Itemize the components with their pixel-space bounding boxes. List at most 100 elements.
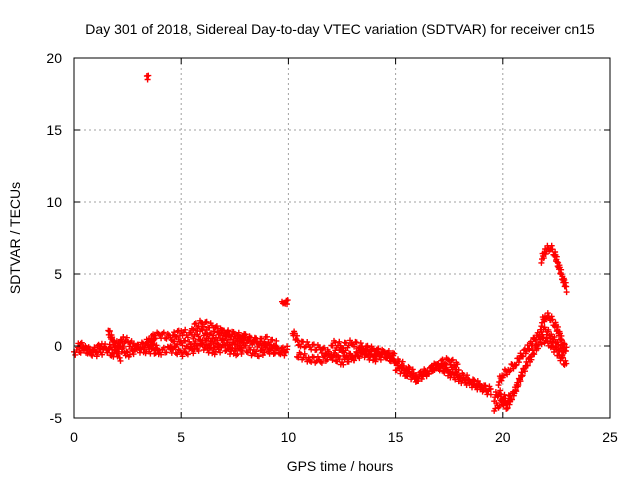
data-point <box>505 392 512 399</box>
data-point <box>472 383 479 390</box>
data-point <box>321 344 328 351</box>
data-point <box>535 345 541 352</box>
data-point <box>106 327 113 334</box>
data-point <box>242 342 249 349</box>
data-point <box>452 376 459 383</box>
data-point <box>281 352 288 359</box>
data-point <box>215 328 222 335</box>
data-point <box>195 323 202 330</box>
data-point <box>529 341 536 347</box>
data-point <box>482 382 489 389</box>
grid-lines <box>74 58 610 418</box>
x-tick-label: 15 <box>388 429 404 445</box>
data-point <box>93 348 100 355</box>
data-point <box>297 343 304 350</box>
data-point <box>563 289 570 296</box>
data-point <box>554 323 561 330</box>
data-point <box>562 357 569 364</box>
data-point <box>548 242 555 249</box>
data-point <box>439 356 446 363</box>
data-point <box>470 376 476 383</box>
data-point <box>190 345 197 352</box>
x-tick-label: 20 <box>495 429 511 445</box>
data-point <box>94 342 101 349</box>
data-point <box>269 336 276 343</box>
data-point <box>522 368 528 375</box>
data-point <box>171 329 178 336</box>
data-point <box>491 398 498 405</box>
data-point <box>134 341 141 348</box>
data-point <box>150 331 157 338</box>
data-point <box>99 351 106 358</box>
data-point <box>395 362 401 369</box>
data-point <box>355 353 362 360</box>
axis-ticks: 0 5 10 15 20 25 -5 0 5 10 15 20 <box>46 50 618 445</box>
data-point <box>415 378 422 384</box>
data-point <box>464 372 471 379</box>
data-point <box>410 370 417 377</box>
data-arc <box>279 297 291 308</box>
y-tick-label: 5 <box>54 266 62 282</box>
data-point <box>520 353 526 360</box>
data-point <box>182 337 189 344</box>
data-point <box>241 337 248 344</box>
x-tick-label: 0 <box>70 429 78 445</box>
data-point <box>497 387 504 394</box>
data-point <box>147 338 154 345</box>
data-point <box>225 336 232 343</box>
data-point <box>453 366 460 373</box>
data-point <box>284 297 291 304</box>
data-point <box>201 323 207 330</box>
data-point <box>206 342 213 349</box>
data-point <box>502 395 509 402</box>
data-point <box>492 389 499 395</box>
data-point <box>520 347 527 354</box>
data-point <box>284 346 291 353</box>
x-axis-label: GPS time / hours <box>287 458 394 474</box>
data-point <box>123 348 130 355</box>
data-point <box>544 310 551 317</box>
data-point <box>443 361 450 368</box>
data-point <box>213 323 220 330</box>
data-point <box>540 255 547 262</box>
data-point <box>375 345 382 352</box>
data-point <box>507 367 514 374</box>
data-point <box>519 372 526 379</box>
plot-frame <box>73 57 611 419</box>
data-point <box>389 352 395 358</box>
data-point <box>249 341 256 348</box>
data-point <box>563 360 570 367</box>
data-point <box>111 337 117 344</box>
data-point <box>324 356 331 363</box>
data-point <box>182 326 189 333</box>
data-point <box>377 351 384 358</box>
data-point <box>203 318 210 325</box>
data-arc <box>167 335 248 352</box>
data-point <box>321 353 328 360</box>
data-point <box>247 338 254 345</box>
data-point <box>498 377 505 384</box>
data-point <box>184 351 191 358</box>
data-point <box>91 344 98 351</box>
data-point <box>487 391 494 398</box>
data-point <box>163 335 170 342</box>
data-point <box>553 253 560 260</box>
data-point <box>510 365 517 372</box>
data-point <box>227 344 234 351</box>
data-point <box>257 338 264 345</box>
data-point <box>399 365 406 371</box>
data-point <box>191 321 198 327</box>
data-point <box>179 353 186 360</box>
data-point <box>106 345 113 352</box>
data-point <box>525 345 532 352</box>
data-point <box>345 358 352 365</box>
data-point <box>77 340 84 347</box>
data-point <box>112 344 119 350</box>
y-tick-label: 0 <box>54 338 62 354</box>
data-point <box>301 350 308 357</box>
data-point <box>558 337 565 344</box>
y-tick-label: -5 <box>50 410 63 426</box>
data-point <box>474 378 481 384</box>
data-point <box>238 344 245 351</box>
data-point <box>130 351 137 358</box>
